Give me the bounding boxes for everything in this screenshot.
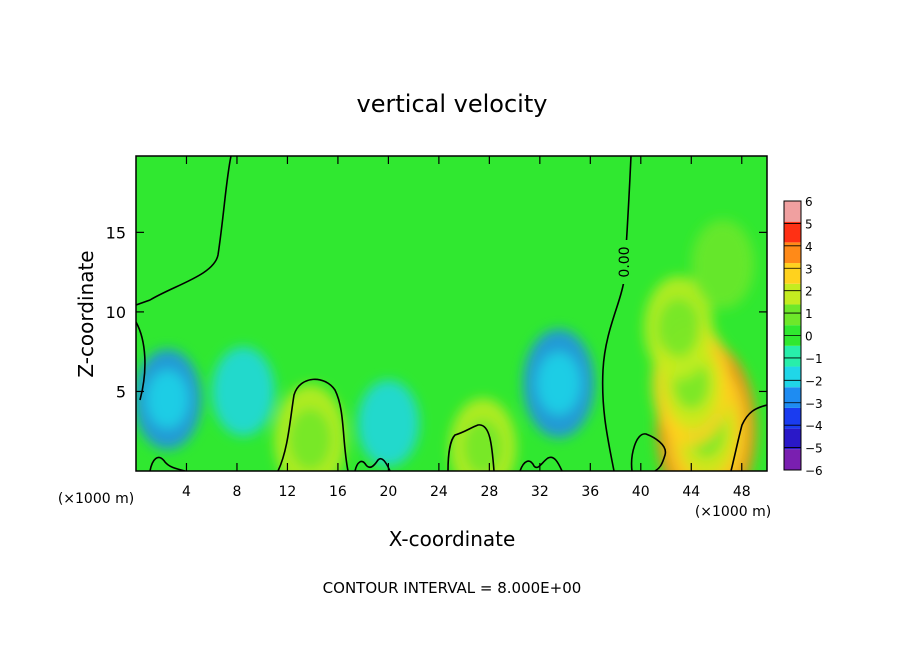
x-axis: 4 8 12 16 20 24 28 32 36 40 44 48 [182,156,751,500]
x-unit-right: (×1000 m) [695,504,771,520]
x-tick-label: 32 [531,484,549,500]
colorbar-label: 5 [805,217,813,231]
colorbar-swatch [784,345,801,367]
zero-contour-blob-14km [277,378,349,471]
colorbar-swatch [784,242,801,264]
colorbar-label: −6 [805,464,823,478]
x-axis-label: X-coordinate [389,527,516,551]
colorbar-label: 4 [805,240,813,254]
zero-contour-right-lobe [730,404,767,471]
colorbar-label: 2 [805,285,813,299]
plot-frame [135,155,768,472]
colorbar-swatch [784,407,801,429]
velocity-feature [536,352,581,415]
y-tick-label: 10 [106,303,126,322]
velocity-feature [657,298,700,358]
colorbar-label: −2 [805,374,823,388]
x-tick-label: 44 [682,484,700,500]
x-unit-left: (×1000 m) [58,491,134,507]
colorbar-swatch [784,304,801,326]
x-tick-label: 28 [480,484,498,500]
colorbar-label: −5 [805,442,823,456]
colorbar-swatch [784,201,801,222]
contour-label: 0.00 [612,240,634,284]
colorbar-swatch [784,221,801,243]
velocity-feature [462,418,504,471]
velocity-feature [691,219,755,309]
colorbar-swatch [784,366,801,388]
zero-contour-left [136,156,232,306]
colorbar-label: 1 [805,307,813,321]
zero-contour-right [601,156,632,471]
colorbar-label: 0 [805,330,813,344]
plot-area: 0.00 [135,155,768,472]
velocity-field [136,219,757,471]
colorbar-label: 6 [805,195,813,209]
colorbar-label: −1 [805,352,823,366]
velocity-feature [211,346,275,437]
x-tick-label: 48 [733,484,751,500]
colorbar-label: −3 [805,397,823,411]
colorbar: 6 5 4 3 2 1 0 −1 −2 −3 −4 −5 −6 [783,195,823,478]
velocity-feature [288,407,332,471]
x-tick-label: 36 [581,484,599,500]
y-axis: 5 10 15 [106,223,767,401]
x-tick-label: 24 [430,484,448,500]
y-axis-label: Z-coordinate [74,250,98,377]
y-tick-label: 15 [106,223,126,242]
x-tick-label: 8 [232,484,241,500]
x-tick-label: 12 [279,484,297,500]
contour-interval-note: CONTOUR INTERVAL = 8.000E+00 [323,579,582,597]
zero-contour-ground-left [149,456,186,471]
velocity-feature [146,370,189,429]
colorbar-swatch [784,263,801,284]
colorbar-label: 3 [805,262,813,276]
y-tick-label: 5 [116,382,126,401]
x-tick-label: 16 [329,484,347,500]
x-tick-label: 20 [379,484,397,500]
zero-contour-blob-41km [630,433,667,471]
colorbar-label: −4 [805,419,823,433]
colorbar-swatch [784,283,801,305]
colorbar-swatch [784,428,801,450]
x-tick-label: 40 [632,484,650,500]
contour-label-text: 0.00 [617,246,633,277]
zero-contour-blob-27km [447,424,495,471]
colorbar-swatch [784,449,801,470]
x-tick-label: 4 [182,484,191,500]
velocity-feature [357,380,420,467]
colorbar-swatch [784,387,801,408]
chart-title: vertical velocity [357,90,548,118]
